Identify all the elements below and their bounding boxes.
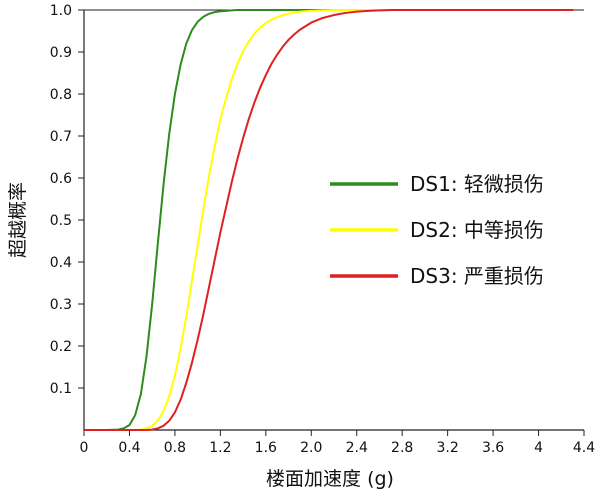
y-tick-label: 1.0	[50, 3, 72, 19]
y-axis-title: 超越概率	[7, 182, 29, 258]
y-tick-label: 0.7	[50, 129, 72, 145]
series-layer	[83, 9, 574, 431]
x-tick-label: 4.4	[573, 440, 595, 456]
x-tick-label: 3.6	[482, 440, 504, 456]
y-tick-label: 0.9	[50, 45, 72, 61]
x-tick-label: 0.8	[164, 440, 186, 456]
y-tick-label: 0.4	[50, 255, 72, 271]
x-tick-label: 0	[80, 440, 89, 456]
legend-label-ds1: DS1: 轻微损伤	[410, 172, 544, 196]
legend-label-ds2: DS2: 中等损伤	[410, 218, 544, 242]
x-tick-label: 1.2	[209, 440, 231, 456]
y-tick-label: 0.6	[50, 171, 72, 187]
x-tick-label: 2.0	[300, 440, 322, 456]
legend: DS1: 轻微损伤 DS2: 中等损伤 DS3: 严重损伤	[330, 172, 544, 288]
axes-layer: 0 0.4 0.8 1.2 1.6 2.0 2.4 2.8 3.2 3.6 4 4.4 0.1 0.2 0.…	[50, 3, 595, 456]
y-tick-label: 0.3	[50, 297, 72, 313]
y-tick-label: 0.5	[50, 213, 72, 229]
x-tick-label: 2.4	[346, 440, 368, 456]
x-tick-label: 4	[534, 440, 543, 456]
x-tick-label: 2.8	[391, 440, 413, 456]
x-tick-label: 1.6	[255, 440, 277, 456]
x-tick-label: 0.4	[118, 440, 140, 456]
y-tick-label: 0.2	[50, 339, 72, 355]
y-tick-label: 0.8	[50, 87, 72, 103]
y-tick-label: 0.1	[50, 381, 72, 397]
series-line-ds3	[83, 9, 574, 431]
x-tick-label: 3.2	[437, 440, 459, 456]
legend-label-ds3: DS3: 严重损伤	[410, 264, 544, 288]
x-axis-title: 楼面加速度 (g)	[266, 468, 394, 490]
